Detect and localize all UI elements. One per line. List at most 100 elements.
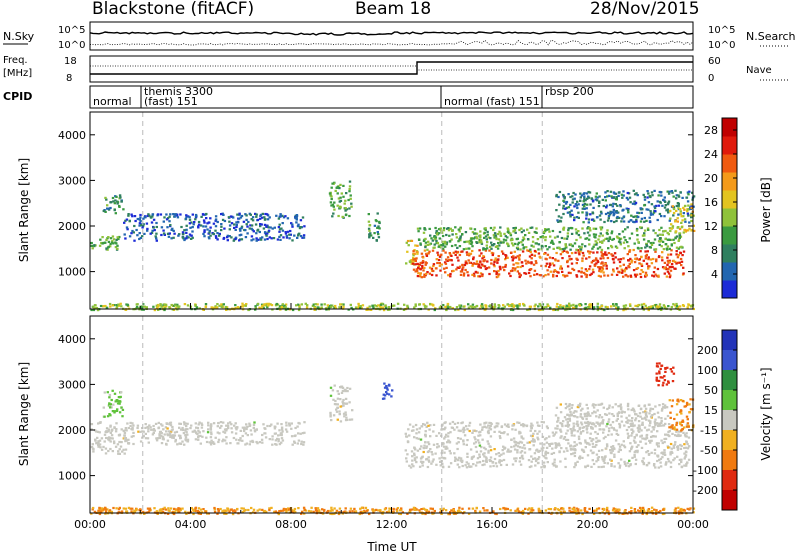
- range-cell: [95, 307, 99, 310]
- range-cell: [474, 509, 477, 512]
- range-cell: [561, 250, 564, 254]
- range-cell: [187, 215, 190, 218]
- range-cell: [447, 229, 451, 232]
- range-cell: [666, 263, 669, 266]
- range-cell: [113, 410, 117, 413]
- range-cell: [520, 450, 524, 453]
- range-cell: [589, 273, 592, 277]
- range-cell: [535, 261, 538, 265]
- range-cell: [141, 226, 144, 229]
- range-cell: [597, 507, 601, 510]
- range-cell: [685, 229, 688, 232]
- range-cell: [212, 306, 215, 309]
- range-cell: [270, 506, 273, 509]
- range-cell: [471, 249, 474, 253]
- range-cell: [645, 253, 648, 256]
- range-cell: [565, 304, 568, 307]
- range-cell: [155, 437, 158, 440]
- range-cell: [603, 253, 606, 256]
- range-cell: [669, 238, 673, 241]
- range-cell: [455, 268, 458, 271]
- range-cell: [590, 439, 593, 443]
- range-cell: [328, 192, 332, 195]
- range-cell: [297, 439, 301, 442]
- range-cell: [545, 446, 549, 449]
- range-cell: [500, 459, 503, 462]
- range-cell: [673, 241, 676, 245]
- range-cell: [611, 196, 614, 199]
- range-cell: [479, 272, 483, 275]
- range-cell: [476, 271, 479, 274]
- range-cell: [576, 405, 580, 409]
- range-cell: [435, 463, 438, 466]
- range-cell: [205, 212, 208, 216]
- range-cell: [118, 440, 121, 444]
- range-cell: [293, 234, 296, 237]
- range-cell: [357, 306, 360, 309]
- range-cell: [540, 466, 543, 469]
- range-cell: [296, 225, 300, 228]
- y-tick-label: 3000: [58, 174, 86, 187]
- range-cell: [645, 307, 648, 310]
- range-cell: [255, 215, 258, 218]
- range-cell: [446, 447, 449, 450]
- range-cell: [546, 303, 549, 306]
- range-cell: [222, 430, 225, 433]
- range-cell: [671, 205, 674, 208]
- range-cell: [587, 196, 591, 199]
- range-cell: [663, 272, 666, 275]
- range-cell: [155, 439, 159, 442]
- range-cell: [441, 462, 444, 465]
- range-cell: [591, 442, 595, 445]
- range-cell: [278, 305, 282, 308]
- range-cell: [171, 428, 174, 431]
- range-cell: [265, 225, 268, 228]
- range-cell: [339, 405, 342, 408]
- range-cell: [184, 438, 187, 441]
- range-cell: [497, 273, 501, 276]
- range-cell: [294, 216, 297, 219]
- range-cell: [615, 307, 618, 310]
- range-cell: [124, 438, 128, 441]
- range-cell: [127, 214, 130, 217]
- range-cell: [165, 430, 168, 433]
- range-cell: [489, 459, 493, 462]
- range-cell: [658, 233, 662, 236]
- range-cell: [556, 246, 559, 249]
- range-cell: [437, 258, 441, 262]
- range-cell: [639, 250, 642, 253]
- range-cell: [109, 406, 112, 409]
- range-cell: [562, 305, 565, 308]
- range-cell: [583, 508, 586, 511]
- range-cell: [447, 227, 450, 230]
- range-cell: [537, 305, 540, 308]
- range-cell: [496, 245, 499, 248]
- range-cell: [581, 211, 584, 214]
- range-cell: [473, 275, 476, 278]
- range-cell: [265, 213, 269, 216]
- range-cell: [210, 439, 213, 442]
- range-cell: [593, 259, 596, 262]
- range-cell: [588, 191, 592, 194]
- range-cell: [529, 425, 533, 428]
- range-cell: [409, 466, 413, 469]
- range-cell: [314, 507, 317, 510]
- range-cell: [648, 306, 651, 309]
- range-cell: [216, 431, 219, 434]
- range-cell: [452, 269, 455, 272]
- range-cell: [511, 428, 514, 431]
- range-cell: [610, 445, 613, 449]
- range-cell: [497, 258, 500, 261]
- range-cell: [245, 427, 248, 431]
- range-cell: [654, 512, 658, 515]
- range-cell: [160, 226, 164, 229]
- range-cell: [481, 274, 484, 278]
- range-cell: [667, 192, 671, 195]
- range-cell: [627, 192, 631, 195]
- range-cell: [666, 203, 670, 206]
- range-cell: [493, 260, 496, 264]
- range-cell: [648, 412, 651, 415]
- range-cell: [614, 210, 617, 214]
- range-cell: [650, 506, 654, 509]
- range-cell: [447, 465, 451, 468]
